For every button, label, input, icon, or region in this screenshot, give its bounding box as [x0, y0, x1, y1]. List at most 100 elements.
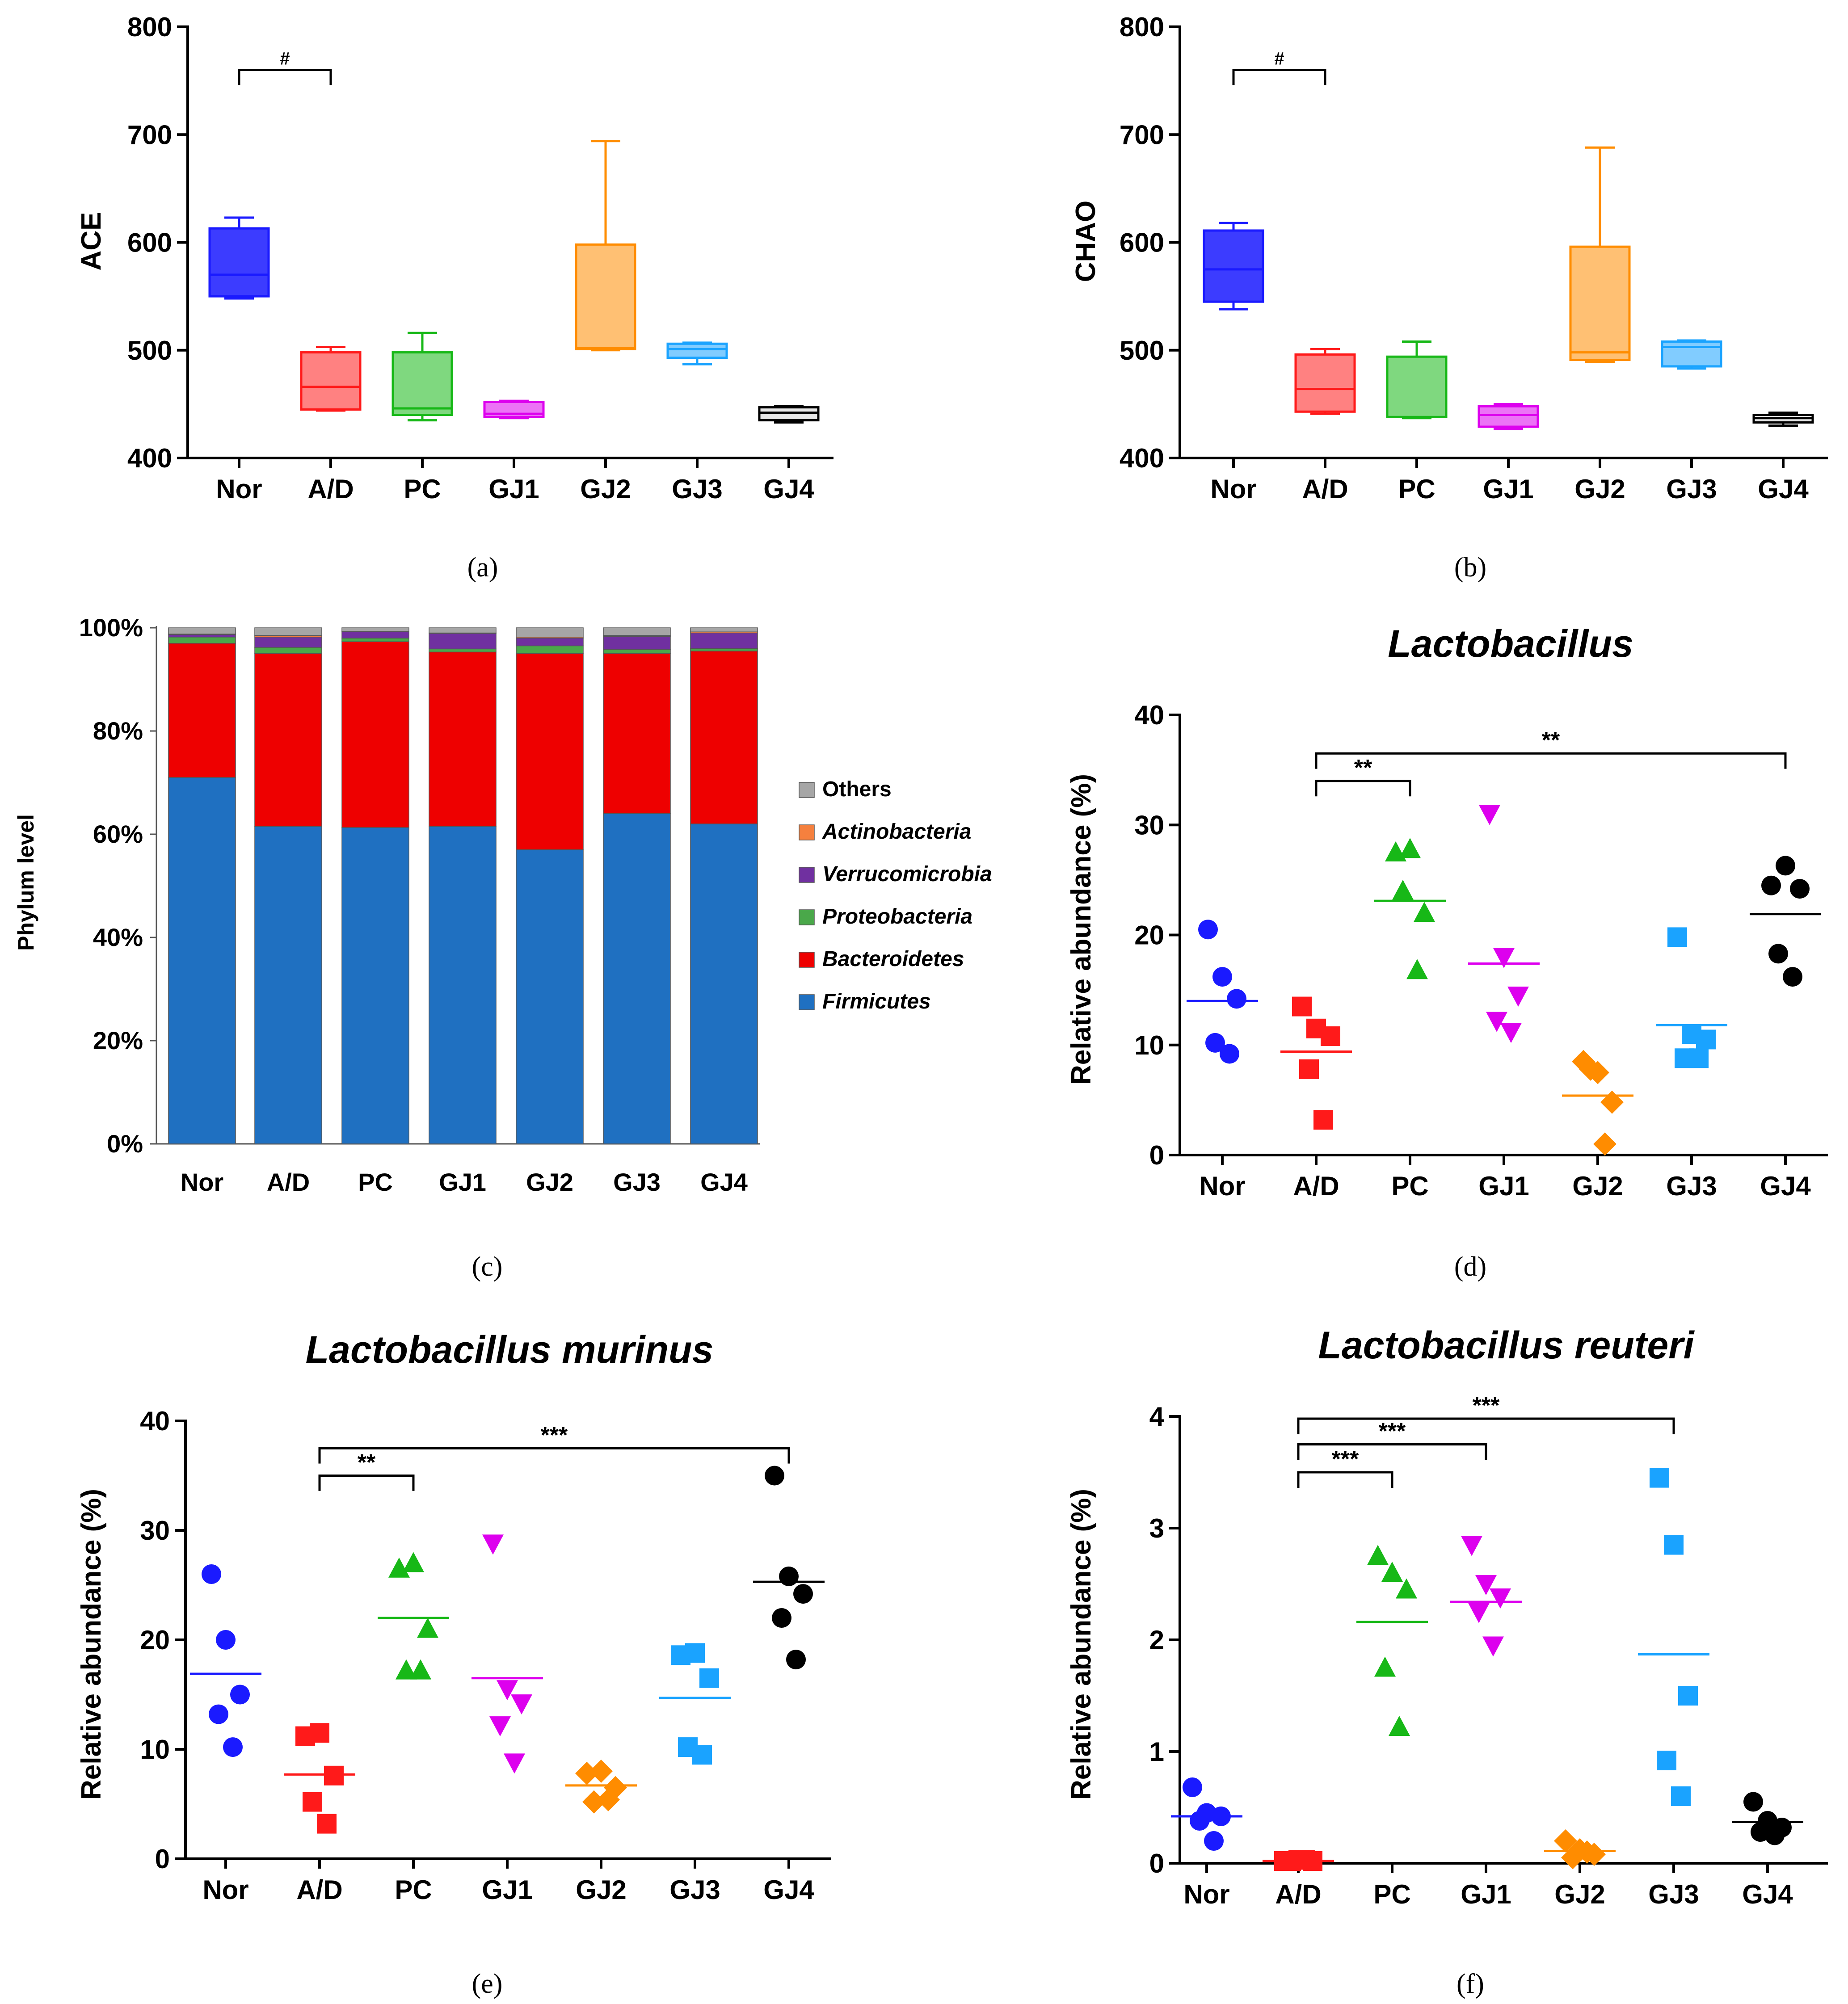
data-point-f-pc	[1374, 1656, 1396, 1677]
legend-label-others: Others	[822, 777, 892, 801]
significance-label-e: **	[358, 1450, 376, 1476]
bar-segment-bacteroidetes-pc	[341, 641, 409, 828]
x-tick-label-c-gj2: GJ2	[526, 1168, 573, 1196]
bar-segment-bacteroidetes-gj3	[603, 653, 671, 814]
data-point-e-gj4	[793, 1584, 813, 1604]
data-point-d-gj4	[1776, 856, 1795, 876]
legend-label-actinobacteria: Actinobacteria	[822, 820, 971, 844]
bar-segment-others-a-d	[254, 627, 322, 636]
significance-bracket-b	[1232, 69, 1326, 85]
significance-bracket-d	[1315, 780, 1411, 797]
data-point-e-nor	[223, 1737, 243, 1757]
x-tick-label-b-gj3: GJ3	[1666, 474, 1717, 504]
data-point-d-gj4	[1768, 944, 1788, 964]
data-point-f-gj3	[1664, 1535, 1684, 1555]
bar-segment-firmicutes-a-d	[254, 826, 322, 1144]
y-tick-label-d: 30	[1134, 810, 1164, 840]
data-point-d-nor	[1205, 1033, 1225, 1053]
data-point-e-nor	[216, 1630, 236, 1650]
bar-segment-proteobacteria-a-d	[254, 647, 322, 654]
y-tick-label-a: 600	[127, 228, 172, 258]
data-point-d-gj1	[1500, 1023, 1522, 1043]
chart-title-f: Lactobacillus reuteri	[1318, 1324, 1695, 1367]
data-point-e-gj1	[482, 1534, 504, 1555]
data-point-e-pc	[417, 1617, 438, 1638]
data-point-d-nor	[1220, 1044, 1239, 1064]
data-point-f-pc	[1367, 1545, 1389, 1565]
data-point-e-pc	[410, 1659, 431, 1680]
box-a-gj2	[575, 243, 636, 350]
data-point-f-nor	[1183, 1777, 1202, 1797]
significance-bracket-d	[1315, 752, 1787, 769]
x-tick-label-d-gj3: GJ3	[1666, 1171, 1717, 1201]
data-point-d-gj2	[1579, 1057, 1602, 1081]
y-tick-label-c: 40%	[93, 923, 143, 951]
x-tick-label-b-gj2: GJ2	[1574, 474, 1625, 504]
data-point-e-gj2	[597, 1788, 620, 1811]
x-tick-label-d-gj1: GJ1	[1478, 1171, 1529, 1201]
data-point-f-pc	[1389, 1716, 1410, 1736]
x-tick-label-f-nor: Nor	[1183, 1879, 1229, 1909]
data-point-e-gj3	[699, 1668, 719, 1688]
data-point-e-pc	[403, 1552, 424, 1572]
y-axis-label-b: CHAO	[1070, 201, 1101, 282]
data-point-f-gj1	[1475, 1575, 1497, 1595]
data-point-d-nor	[1198, 920, 1218, 940]
y-tick-label-a: 400	[127, 443, 172, 473]
data-point-d-pc	[1406, 959, 1428, 979]
data-point-d-a-d	[1292, 996, 1312, 1017]
y-tick-label-c: 0%	[107, 1130, 143, 1158]
x-tick-label-a-gj3: GJ3	[672, 474, 722, 504]
data-point-d-pc	[1414, 902, 1435, 922]
panel-label-a: (a)	[467, 552, 498, 583]
x-tick-label-b-pc: PC	[1398, 474, 1435, 504]
data-point-f-gj1	[1490, 1588, 1511, 1609]
bar-segment-others-gj4	[690, 627, 758, 632]
x-tick-label-b-gj1: GJ1	[1483, 474, 1533, 504]
x-tick-label-c-gj4: GJ4	[700, 1168, 748, 1196]
data-point-e-gj1	[489, 1716, 511, 1737]
legend-label-bacteroidetes: Bacteroidetes	[822, 947, 964, 971]
y-tick-label-d: 20	[1134, 920, 1164, 950]
data-point-f-gj3	[1657, 1751, 1676, 1770]
x-tick-label-f-gj1: GJ1	[1461, 1879, 1511, 1909]
y-tick-label-f: 0	[1149, 1849, 1164, 1878]
data-point-e-gj2	[589, 1760, 613, 1783]
bar-segment-firmicutes-gj2	[516, 849, 584, 1144]
box-plot-ace: 400 500 600 700 800 Nor A/D PC GJ1 GJ2 GJ3 GJ4 #	[127, 12, 833, 504]
y-axis-label-a: ACE	[76, 212, 107, 271]
x-tick-label-f-pc: PC	[1373, 1879, 1410, 1909]
data-point-d-a-d	[1321, 1026, 1340, 1046]
box-b-gj1	[1478, 405, 1539, 428]
y-tick-label-e: 40	[140, 1406, 170, 1436]
y-tick-label-e: 20	[140, 1625, 170, 1655]
data-point-d-pc	[1399, 838, 1421, 858]
y-tick-label-b: 800	[1120, 12, 1164, 42]
x-tick-label-a-gj1: GJ1	[488, 474, 539, 504]
box-b-gj2	[1569, 245, 1631, 361]
x-tick-label-d-pc: PC	[1391, 1171, 1428, 1201]
data-point-d-gj1	[1486, 1012, 1507, 1032]
panel-label-d: (d)	[1454, 1252, 1486, 1282]
chart-title-d: Lactobacillus	[1388, 622, 1633, 665]
data-point-f-nor	[1190, 1811, 1209, 1831]
x-tick-label-c-pc: PC	[358, 1168, 393, 1196]
bar-segment-verrucomicrobia-nor	[168, 634, 236, 638]
x-tick-label-d-nor: Nor	[1199, 1171, 1245, 1201]
x-tick-label-e-gj4: GJ4	[763, 1875, 814, 1905]
bar-segment-bacteroidetes-gj4	[690, 651, 758, 824]
bar-segment-verrucomicrobia-gj4	[690, 632, 758, 649]
data-point-e-a-d	[317, 1814, 337, 1834]
x-tick-label-e-gj2: GJ2	[576, 1875, 626, 1905]
x-tick-label-b-nor: Nor	[1210, 474, 1256, 504]
y-tick-label-c: 80%	[93, 717, 143, 745]
scatter-lactobacillus-reuteri: 0 1 2 3 4 Nor A/D PC GJ1 GJ2 GJ3 GJ4 *** *** ***	[1149, 1393, 1828, 1909]
bar-segment-others-nor	[168, 627, 236, 634]
panel-label-c: (c)	[472, 1252, 503, 1282]
box-b-a-d	[1294, 353, 1356, 413]
box-a-pc	[391, 351, 453, 416]
stacked-bar-phylum: 0% 20% 40% 60% 80% 100% Nor A/D PC GJ1 GJ2 GJ3 GJ4	[79, 613, 760, 1196]
x-tick-label-e-a-d: A/D	[296, 1875, 342, 1905]
data-point-f-gj3	[1671, 1786, 1691, 1806]
